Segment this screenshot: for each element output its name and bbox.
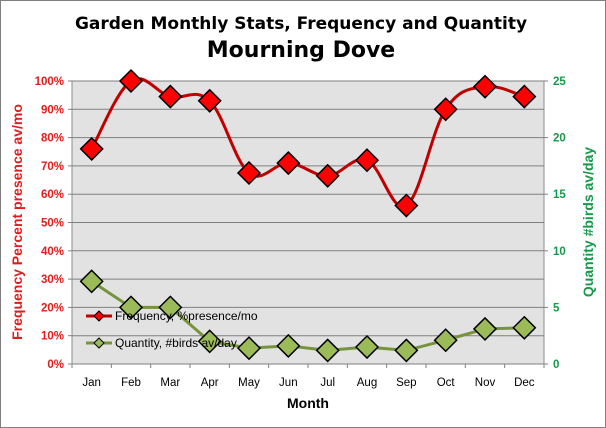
y-axis-right-title: Quantity #birds av/day [580, 147, 596, 297]
x-tick-label: Feb [121, 377, 141, 389]
data-point-frequency-aug [354, 148, 380, 173]
legend-label-quantity: Quantity, #birds av/day [115, 336, 237, 350]
data-point-frequency-jun [276, 151, 301, 176]
data-point-frequency-may [236, 160, 262, 186]
legend-marker-frequency [93, 310, 105, 322]
data-point-frequency-jan [79, 136, 104, 161]
data-point-quantity-may [236, 336, 262, 361]
x-tick-label: May [238, 377, 260, 389]
y-left-tick-label: 70% [41, 161, 64, 173]
y-left-tick-label: 30% [41, 274, 64, 286]
y-left-tick-label: 60% [41, 189, 64, 201]
legend-label-frequency: Frequency, %presence/mo [115, 309, 258, 323]
y-right-tick-label: 0 [553, 359, 559, 371]
y-left-tick-label: 90% [41, 104, 64, 116]
data-point-frequency-nov [472, 74, 498, 99]
x-tick-label: Aug [357, 377, 377, 389]
x-tick-label: Nov [475, 377, 496, 389]
data-point-quantity-oct [433, 328, 458, 353]
data-point-frequency-oct [433, 97, 458, 122]
legend-marker-quantity [93, 337, 105, 349]
y-right-tick-label: 20 [553, 133, 566, 145]
x-axis-title: Month [287, 395, 329, 411]
data-point-frequency-apr [197, 88, 222, 113]
y-right-tick-label: 25 [553, 76, 566, 88]
data-point-quantity-jul [315, 338, 340, 363]
data-point-quantity-sep [394, 338, 419, 363]
data-point-frequency-feb [118, 68, 144, 94]
tick-labels: 0% 10% 20% 30% 40% 50% 60% 70% 80% 90% 100% 0 5 10 15 2… [35, 76, 567, 389]
data-point-frequency-sep [394, 193, 419, 218]
y-axis-left-title: Frequency Percent presence av/mo [9, 104, 25, 340]
x-tick-label: Sep [396, 377, 416, 389]
chart-subtitle: Mourning Dove [207, 38, 395, 63]
x-tick-label: Jun [279, 377, 298, 389]
y-left-tick-label: 40% [41, 246, 64, 258]
data-point-frequency-mar [158, 84, 183, 109]
x-tick-label: Jan [82, 377, 101, 389]
x-tick-label: Dec [514, 377, 535, 389]
y-left-tick-label: 0% [47, 359, 64, 371]
legend: Frequency, %presence/mo Quantity, #birds… [86, 309, 258, 350]
data-point-quantity-apr [197, 329, 222, 354]
data-point-quantity-jan [79, 269, 104, 294]
y-left-tick-label: 80% [41, 133, 64, 145]
data-point-quantity-feb [118, 295, 144, 320]
x-tick-label: Oct [437, 377, 456, 389]
y-right-tick-label: 5 [553, 302, 560, 314]
x-tick-label: Apr [201, 377, 219, 389]
y-left-tick-label: 50% [41, 218, 64, 230]
x-tick-label: Jul [320, 377, 335, 389]
data-point-quantity-nov [472, 316, 498, 341]
data-point-frequency-jul [315, 163, 340, 188]
y-right-tick-label: 10 [553, 246, 566, 258]
y-right-tick-label: 15 [553, 189, 566, 201]
x-tick-label: Mar [160, 377, 180, 389]
series-layer [79, 68, 537, 363]
data-point-quantity-aug [354, 334, 380, 360]
data-point-quantity-dec [512, 315, 537, 340]
y-left-tick-label: 10% [41, 331, 64, 343]
data-point-quantity-mar [158, 295, 183, 320]
y-left-tick-label: 100% [35, 76, 64, 88]
y-left-tick-label: 20% [41, 302, 64, 314]
data-point-quantity-jun [276, 333, 301, 358]
data-point-frequency-dec [512, 84, 537, 109]
chart-title: Garden Monthly Stats, Frequency and Quan… [75, 14, 527, 34]
